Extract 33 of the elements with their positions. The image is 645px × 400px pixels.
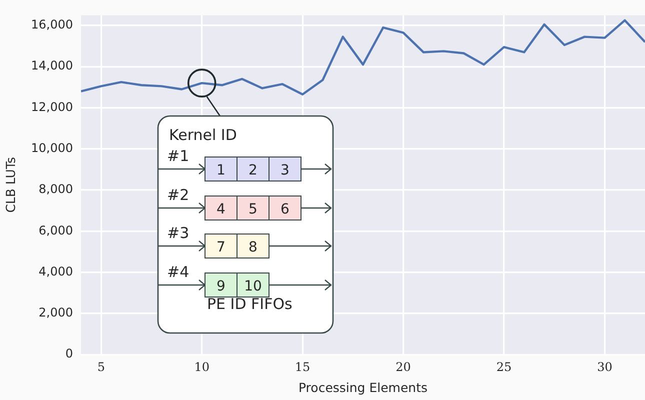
- annotation: 7: [216, 240, 226, 256]
- annotation: 5: [248, 202, 258, 218]
- x-tick-label: 30: [597, 360, 612, 374]
- x-tick-label: 10: [194, 360, 210, 374]
- annotation: 3: [280, 162, 290, 178]
- annotation: 1: [216, 162, 226, 178]
- y-tick-label: 4,000: [38, 264, 73, 278]
- x-tick-label: 20: [396, 360, 411, 374]
- annotation: #2: [167, 186, 190, 204]
- y-tick-label: 16,000: [30, 18, 73, 32]
- y-tick-label: 2,000: [38, 306, 73, 320]
- x-tick-label: 5: [97, 360, 105, 374]
- y-tick-label: 6,000: [38, 223, 73, 238]
- y-tick-label: 14,000: [30, 58, 73, 73]
- annotation: 10: [244, 278, 262, 294]
- y-tick-label: 8,000: [38, 182, 73, 196]
- annotation: 8: [248, 240, 258, 256]
- y-tick-label: 12,000: [30, 100, 73, 114]
- annotation: 9: [216, 278, 226, 294]
- annotation: 6: [280, 202, 290, 218]
- annotation: #1: [167, 147, 190, 165]
- annotation: 4: [216, 202, 226, 218]
- x-tick-label: 15: [294, 360, 310, 374]
- annotation: 2: [248, 162, 258, 178]
- annotation: Kernel ID: [169, 126, 237, 144]
- annotation: #4: [167, 263, 190, 281]
- y-tick-label: 10,000: [30, 141, 73, 156]
- annotation: #3: [167, 224, 190, 242]
- y-axis-title: CLB LUTs: [2, 156, 18, 213]
- y-tick-label: 0: [65, 346, 73, 361]
- x-axis-title: Processing Elements: [298, 380, 428, 395]
- x-tick-label: 25: [496, 360, 512, 374]
- annotation: PE ID FIFOs: [207, 295, 293, 313]
